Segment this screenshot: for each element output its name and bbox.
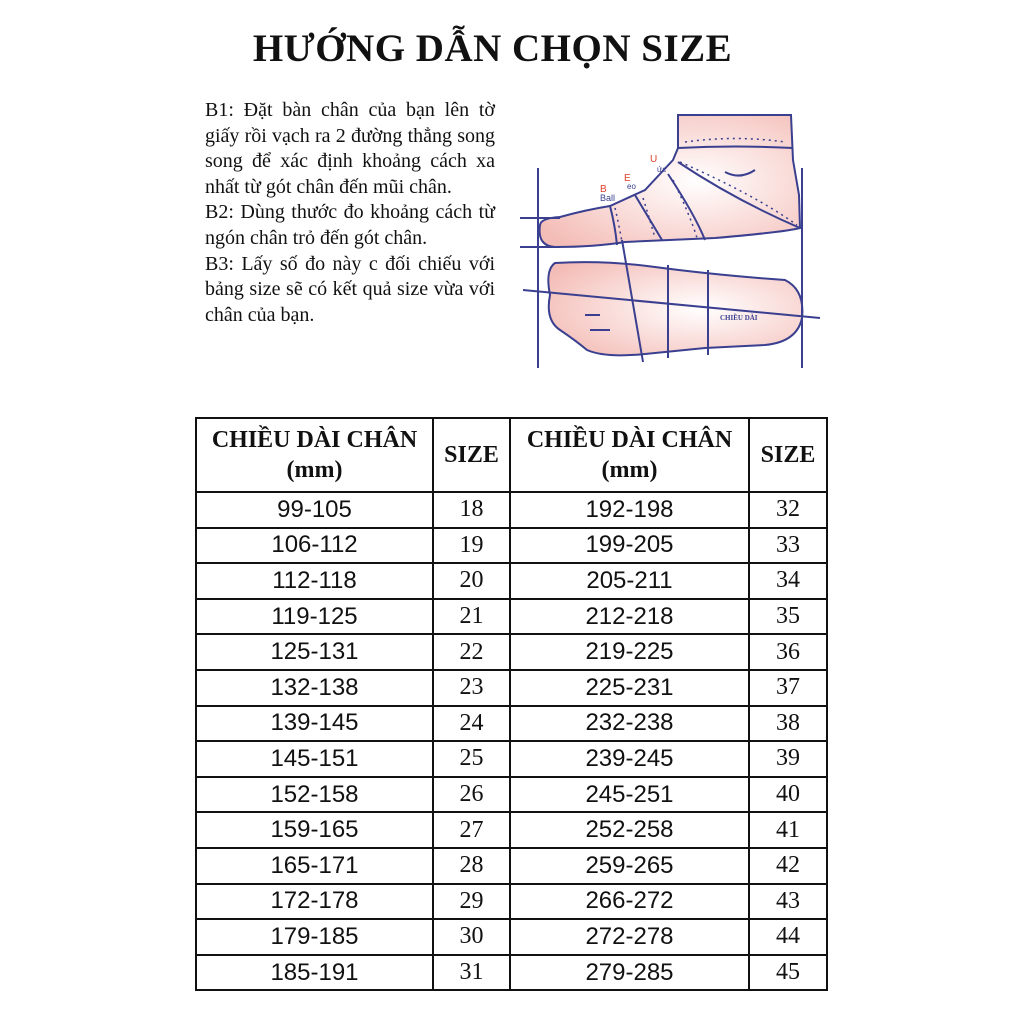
foot-length-cell: 232-238: [509, 704, 750, 743]
foot-length-cell: 99-105: [195, 491, 434, 529]
foot-length-cell: 112-118: [195, 562, 434, 600]
step-3: B3: Lấy số đo này c đối chiếu với bảng s…: [205, 252, 495, 326]
foot-length-cell: 152-158: [195, 775, 434, 814]
foot-length-cell: 259-265: [509, 846, 750, 885]
size-cell: 36: [748, 633, 828, 671]
table-row: 125-131 22 219-225 36: [195, 633, 828, 671]
label-length: CHIỀU DÀI: [720, 314, 758, 322]
label-e-sub: eo: [627, 182, 636, 191]
table-header-row: CHIỀU DÀI CHÂN (mm) SIZE CHIỀU DÀI CHÂN …: [195, 417, 828, 493]
size-cell: 41: [748, 811, 828, 849]
foot-length-cell: 132-138: [195, 668, 434, 707]
table-row: 145-151 25 239-245 39: [195, 740, 828, 778]
table-row: 172-178 29 266-272 43: [195, 882, 828, 921]
table-row: 112-118 20 205-211 34: [195, 562, 828, 600]
foot-length-cell: 106-112: [195, 526, 434, 565]
foot-length-cell: 205-211: [509, 562, 750, 600]
foot-length-cell: 272-278: [509, 918, 750, 956]
foot-length-cell: 185-191: [195, 953, 434, 992]
size-cell: 19: [432, 526, 511, 565]
size-cell: 43: [748, 882, 828, 921]
size-cell: 40: [748, 775, 828, 814]
size-table: CHIỀU DÀI CHÂN (mm) SIZE CHIỀU DÀI CHÂN …: [195, 417, 828, 992]
table-row: 99-105 18 192-198 32: [195, 491, 828, 529]
size-cell: 27: [432, 811, 511, 849]
label-b-sub: Ball: [600, 193, 615, 203]
table-row: 119-125 21 212-218 35: [195, 597, 828, 636]
size-cell: 30: [432, 918, 511, 956]
size-cell: 37: [748, 668, 828, 707]
size-cell: 21: [432, 597, 511, 636]
size-cell: 45: [748, 953, 828, 992]
step-1: B1: Đặt bàn chân của bạn lên tờ giấy rồi…: [205, 99, 495, 198]
size-cell: 18: [432, 491, 511, 529]
size-cell: 23: [432, 668, 511, 707]
size-cell: 28: [432, 846, 511, 885]
foot-length-cell: 245-251: [509, 775, 750, 814]
foot-length-cell: 179-185: [195, 918, 434, 956]
table-row: 185-191 31 279-285 45: [195, 953, 828, 992]
instructions: B1: Đặt bàn chân của bạn lên tờ giấy rồi…: [205, 98, 495, 328]
table-row: 165-171 28 259-265 42: [195, 846, 828, 885]
foot-length-cell: 192-198: [509, 491, 750, 529]
foot-length-cell: 139-145: [195, 704, 434, 743]
label-u: U: [650, 154, 657, 165]
size-cell: 25: [432, 740, 511, 778]
table-row: 106-112 19 199-205 33: [195, 526, 828, 565]
header-size-1: SIZE: [432, 417, 511, 493]
foot-length-cell: 199-205: [509, 526, 750, 565]
foot-measurement-diagram: U ức E eo B Ball CHIỀU DÀI: [520, 114, 821, 368]
size-cell: 29: [432, 882, 511, 921]
size-cell: 39: [748, 740, 828, 778]
size-cell: 31: [432, 953, 511, 992]
label-b: B: [600, 184, 607, 195]
foot-length-cell: 145-151: [195, 740, 434, 778]
foot-length-cell: 125-131: [195, 633, 434, 671]
table-row: 132-138 23 225-231 37: [195, 668, 828, 707]
foot-length-cell: 119-125: [195, 597, 434, 636]
size-cell: 44: [748, 918, 828, 956]
step-2: B2: Dùng thước đo khoảng cách từ ngón ch…: [205, 201, 495, 249]
foot-length-cell: 266-272: [509, 882, 750, 921]
foot-side-view: [538, 114, 802, 249]
size-cell: 32: [748, 491, 828, 529]
foot-length-cell: 279-285: [509, 953, 750, 992]
size-cell: 42: [748, 846, 828, 885]
header-length-2: CHIỀU DÀI CHÂN (mm): [509, 417, 750, 493]
table-row: 179-185 30 272-278 44: [195, 918, 828, 956]
foot-length-cell: 212-218: [509, 597, 750, 636]
foot-length-cell: 159-165: [195, 811, 434, 849]
size-cell: 20: [432, 562, 511, 600]
foot-length-cell: 239-245: [509, 740, 750, 778]
header-length-1: CHIỀU DÀI CHÂN (mm): [195, 417, 434, 493]
size-cell: 33: [748, 526, 828, 565]
label-u-sub: ức: [657, 165, 666, 174]
size-cell: 22: [432, 633, 511, 671]
size-cell: 26: [432, 775, 511, 814]
size-cell: 24: [432, 704, 511, 743]
foot-top-view: [547, 261, 804, 357]
foot-length-cell: 219-225: [509, 633, 750, 671]
page-title: HƯỚNG DẪN CHỌN SIZE: [252, 27, 733, 70]
table-row: 152-158 26 245-251 40: [195, 775, 828, 814]
header-size-2: SIZE: [748, 417, 828, 493]
label-e: E: [624, 173, 631, 184]
foot-length-cell: 172-178: [195, 882, 434, 921]
size-cell: 35: [748, 597, 828, 636]
foot-length-cell: 165-171: [195, 846, 434, 885]
size-cell: 34: [748, 562, 828, 600]
foot-length-cell: 252-258: [509, 811, 750, 849]
table-row: 159-165 27 252-258 41: [195, 811, 828, 849]
foot-length-cell: 225-231: [509, 668, 750, 707]
size-cell: 38: [748, 704, 828, 743]
table-row: 139-145 24 232-238 38: [195, 704, 828, 743]
